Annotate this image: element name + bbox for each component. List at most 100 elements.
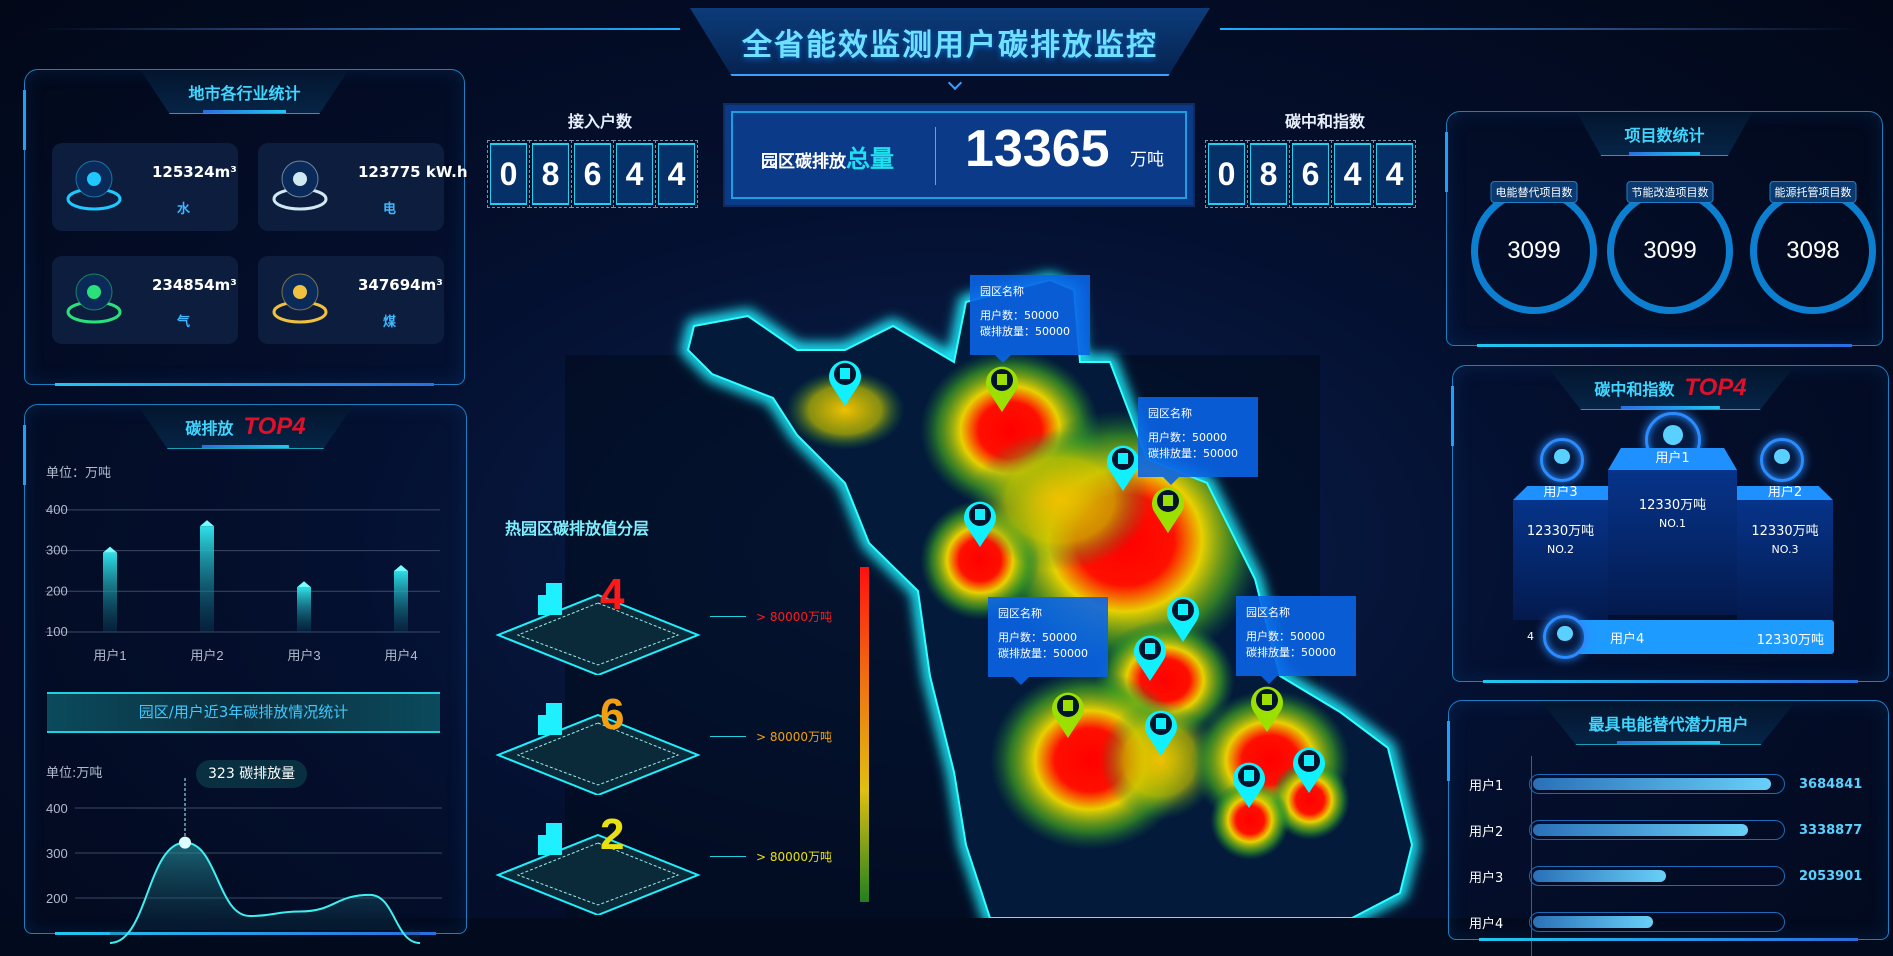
card-name: 电 xyxy=(383,202,397,217)
bar-chart-unit: 单位：万吨 xyxy=(46,466,112,481)
progress-fill xyxy=(1533,778,1771,790)
digit: 0 xyxy=(487,140,530,208)
podium-value: 12330万吨 xyxy=(1751,524,1819,539)
industry-card[interactable]: 347694m³ 煤 xyxy=(258,256,444,344)
header-line-left xyxy=(40,28,680,30)
avatar-rank4 xyxy=(1543,615,1587,659)
park-pin-icon[interactable] xyxy=(1251,686,1283,732)
tooltip-users: 用户数：50000 xyxy=(1148,431,1227,444)
row-name: 用户4 xyxy=(1469,916,1504,932)
projects-panel: 项目数统计 xyxy=(1445,111,1883,347)
bar[interactable] xyxy=(200,526,214,632)
project-ring[interactable]: 能源托管项目数 3098 xyxy=(1750,181,1876,314)
park-pin-icon[interactable] xyxy=(1134,635,1166,681)
potential-row[interactable]: 用户2 3338877 xyxy=(1469,818,1878,842)
legend-layer: 6 > 80000万吨 xyxy=(488,685,832,797)
legend-layer: 4 > 80000万吨 xyxy=(488,565,832,677)
digit: 8 xyxy=(1247,140,1290,208)
tooltip-title: 园区名称 xyxy=(1246,606,1290,619)
park-pin-icon[interactable] xyxy=(1293,747,1325,793)
ring-value: 3099 xyxy=(1643,237,1697,264)
lightning-icon xyxy=(272,157,328,213)
digit: 4 xyxy=(613,140,656,208)
potential-row[interactable]: 用户3 2053901 xyxy=(1469,864,1878,888)
total-unit: 万吨 xyxy=(1130,150,1164,170)
neutral-top4-panel: 碳中和指数 TOP4 xyxy=(1451,365,1889,683)
bar[interactable] xyxy=(394,570,408,632)
y-tick-label: 400 xyxy=(46,801,68,816)
digit: 0 xyxy=(1205,140,1248,208)
digit: 8 xyxy=(529,140,572,208)
park-pin-icon[interactable] xyxy=(986,366,1018,412)
layer-text: > 80000万吨 xyxy=(756,730,833,744)
park-pin-icon[interactable] xyxy=(1152,487,1184,533)
ring-value: 3099 xyxy=(1507,237,1561,264)
bar-chart: 100 200 300 400 用户1 用户2 用户3 用户4 xyxy=(45,502,440,663)
card-value: 347694m³ xyxy=(358,276,443,294)
avatar-rank2 xyxy=(1540,438,1584,482)
bar[interactable] xyxy=(297,587,311,632)
platform-icon xyxy=(495,583,701,677)
y-tick-label: 200 xyxy=(46,891,68,906)
bar[interactable] xyxy=(103,552,117,632)
flame-icon xyxy=(272,270,328,326)
industry-card[interactable]: 123775 kW.h 电 xyxy=(258,143,468,231)
card-value: 123775 kW.h xyxy=(358,163,468,181)
project-ring[interactable]: 节能改造项目数 3099 xyxy=(1607,181,1733,314)
tooltip-carbon: 碳排放量：50000 xyxy=(1246,646,1336,659)
park-tooltip: 园区名称 用户数：50000 碳排放量：50000 xyxy=(970,275,1090,363)
bar-cap xyxy=(297,581,311,588)
podium-value: 12330万吨 xyxy=(1526,524,1595,539)
park-tooltip: 园区名称 用户数：50000 碳排放量：50000 xyxy=(988,597,1108,685)
park-pin-icon[interactable] xyxy=(1233,762,1265,808)
card-value: 125324m³ xyxy=(152,163,237,181)
total-label-text: 园区碳排放 xyxy=(761,152,846,172)
platform-icon xyxy=(495,703,701,797)
title-text: 碳中和指数 xyxy=(1594,379,1675,399)
tooltip-title: 园区名称 xyxy=(1148,407,1192,420)
park-tooltip: 园区名称用户数：50000 碳排放量：50000 xyxy=(1236,596,1356,684)
potential-panel: 最具电能替代潜力用户 用户1 3684841 用户2 3338877 用户3 205390… xyxy=(1447,700,1889,956)
ring-label: 电能替代项目数 xyxy=(1490,181,1578,203)
park-pin-icon[interactable] xyxy=(1052,692,1084,738)
digit: 4 xyxy=(1331,140,1374,208)
layer-count: 4 xyxy=(600,570,625,619)
total-label-highlight: 总量 xyxy=(846,145,894,173)
row-name: 用户1 xyxy=(1469,778,1504,794)
total-label: 园区碳排放总量 xyxy=(761,139,894,174)
trend-banner[interactable]: 园区/用户近3年碳排放情况统计 xyxy=(47,692,440,733)
project-ring[interactable]: 电能替代项目数 3099 xyxy=(1471,181,1597,314)
rank4-row[interactable]: 用户4 12330万吨 xyxy=(1575,620,1834,654)
podium-rank2: 用户3 12330万吨 NO.2 xyxy=(1513,486,1608,620)
tooltip-users: 用户数：50000 xyxy=(1246,630,1325,643)
park-pin-icon[interactable] xyxy=(1145,710,1177,756)
x-tick-label: 用户2 xyxy=(190,648,223,663)
header-line-right xyxy=(1220,28,1860,30)
neutral-label: 碳中和指数 xyxy=(1284,112,1366,131)
park-pin-icon[interactable] xyxy=(1167,596,1199,642)
y-tick-label: 200 xyxy=(46,583,68,598)
progress-fill xyxy=(1533,824,1748,836)
y-tick-label: 100 xyxy=(46,624,68,639)
park-pin-icon[interactable] xyxy=(829,360,861,406)
potential-row[interactable]: 用户4 xyxy=(1469,910,1878,934)
potential-row[interactable]: 用户1 3684841 xyxy=(1469,772,1878,796)
layer-count: 2 xyxy=(600,810,625,859)
podium-value: 12330万吨 xyxy=(1638,498,1707,513)
industry-card[interactable]: 234854m³ 气 xyxy=(52,256,238,344)
tooltip-value: 323 xyxy=(208,766,235,782)
podium-no: NO.3 xyxy=(1771,543,1799,556)
card-name: 水 xyxy=(177,202,191,217)
total-box: 园区碳排放总量 13365 万吨 xyxy=(723,103,1195,207)
park-pin-icon[interactable] xyxy=(964,501,996,547)
podium-name: 用户3 xyxy=(1513,486,1608,500)
park-pin-icon[interactable] xyxy=(1107,445,1139,491)
legend-gradient-bar xyxy=(860,567,869,902)
access-label: 接入户数 xyxy=(567,112,633,131)
series-line xyxy=(109,841,421,944)
highlight-point[interactable] xyxy=(179,836,191,849)
layer-connector xyxy=(710,736,746,737)
digit: 6 xyxy=(1289,140,1332,208)
industry-card[interactable]: 125324m³ 水 xyxy=(52,143,238,231)
